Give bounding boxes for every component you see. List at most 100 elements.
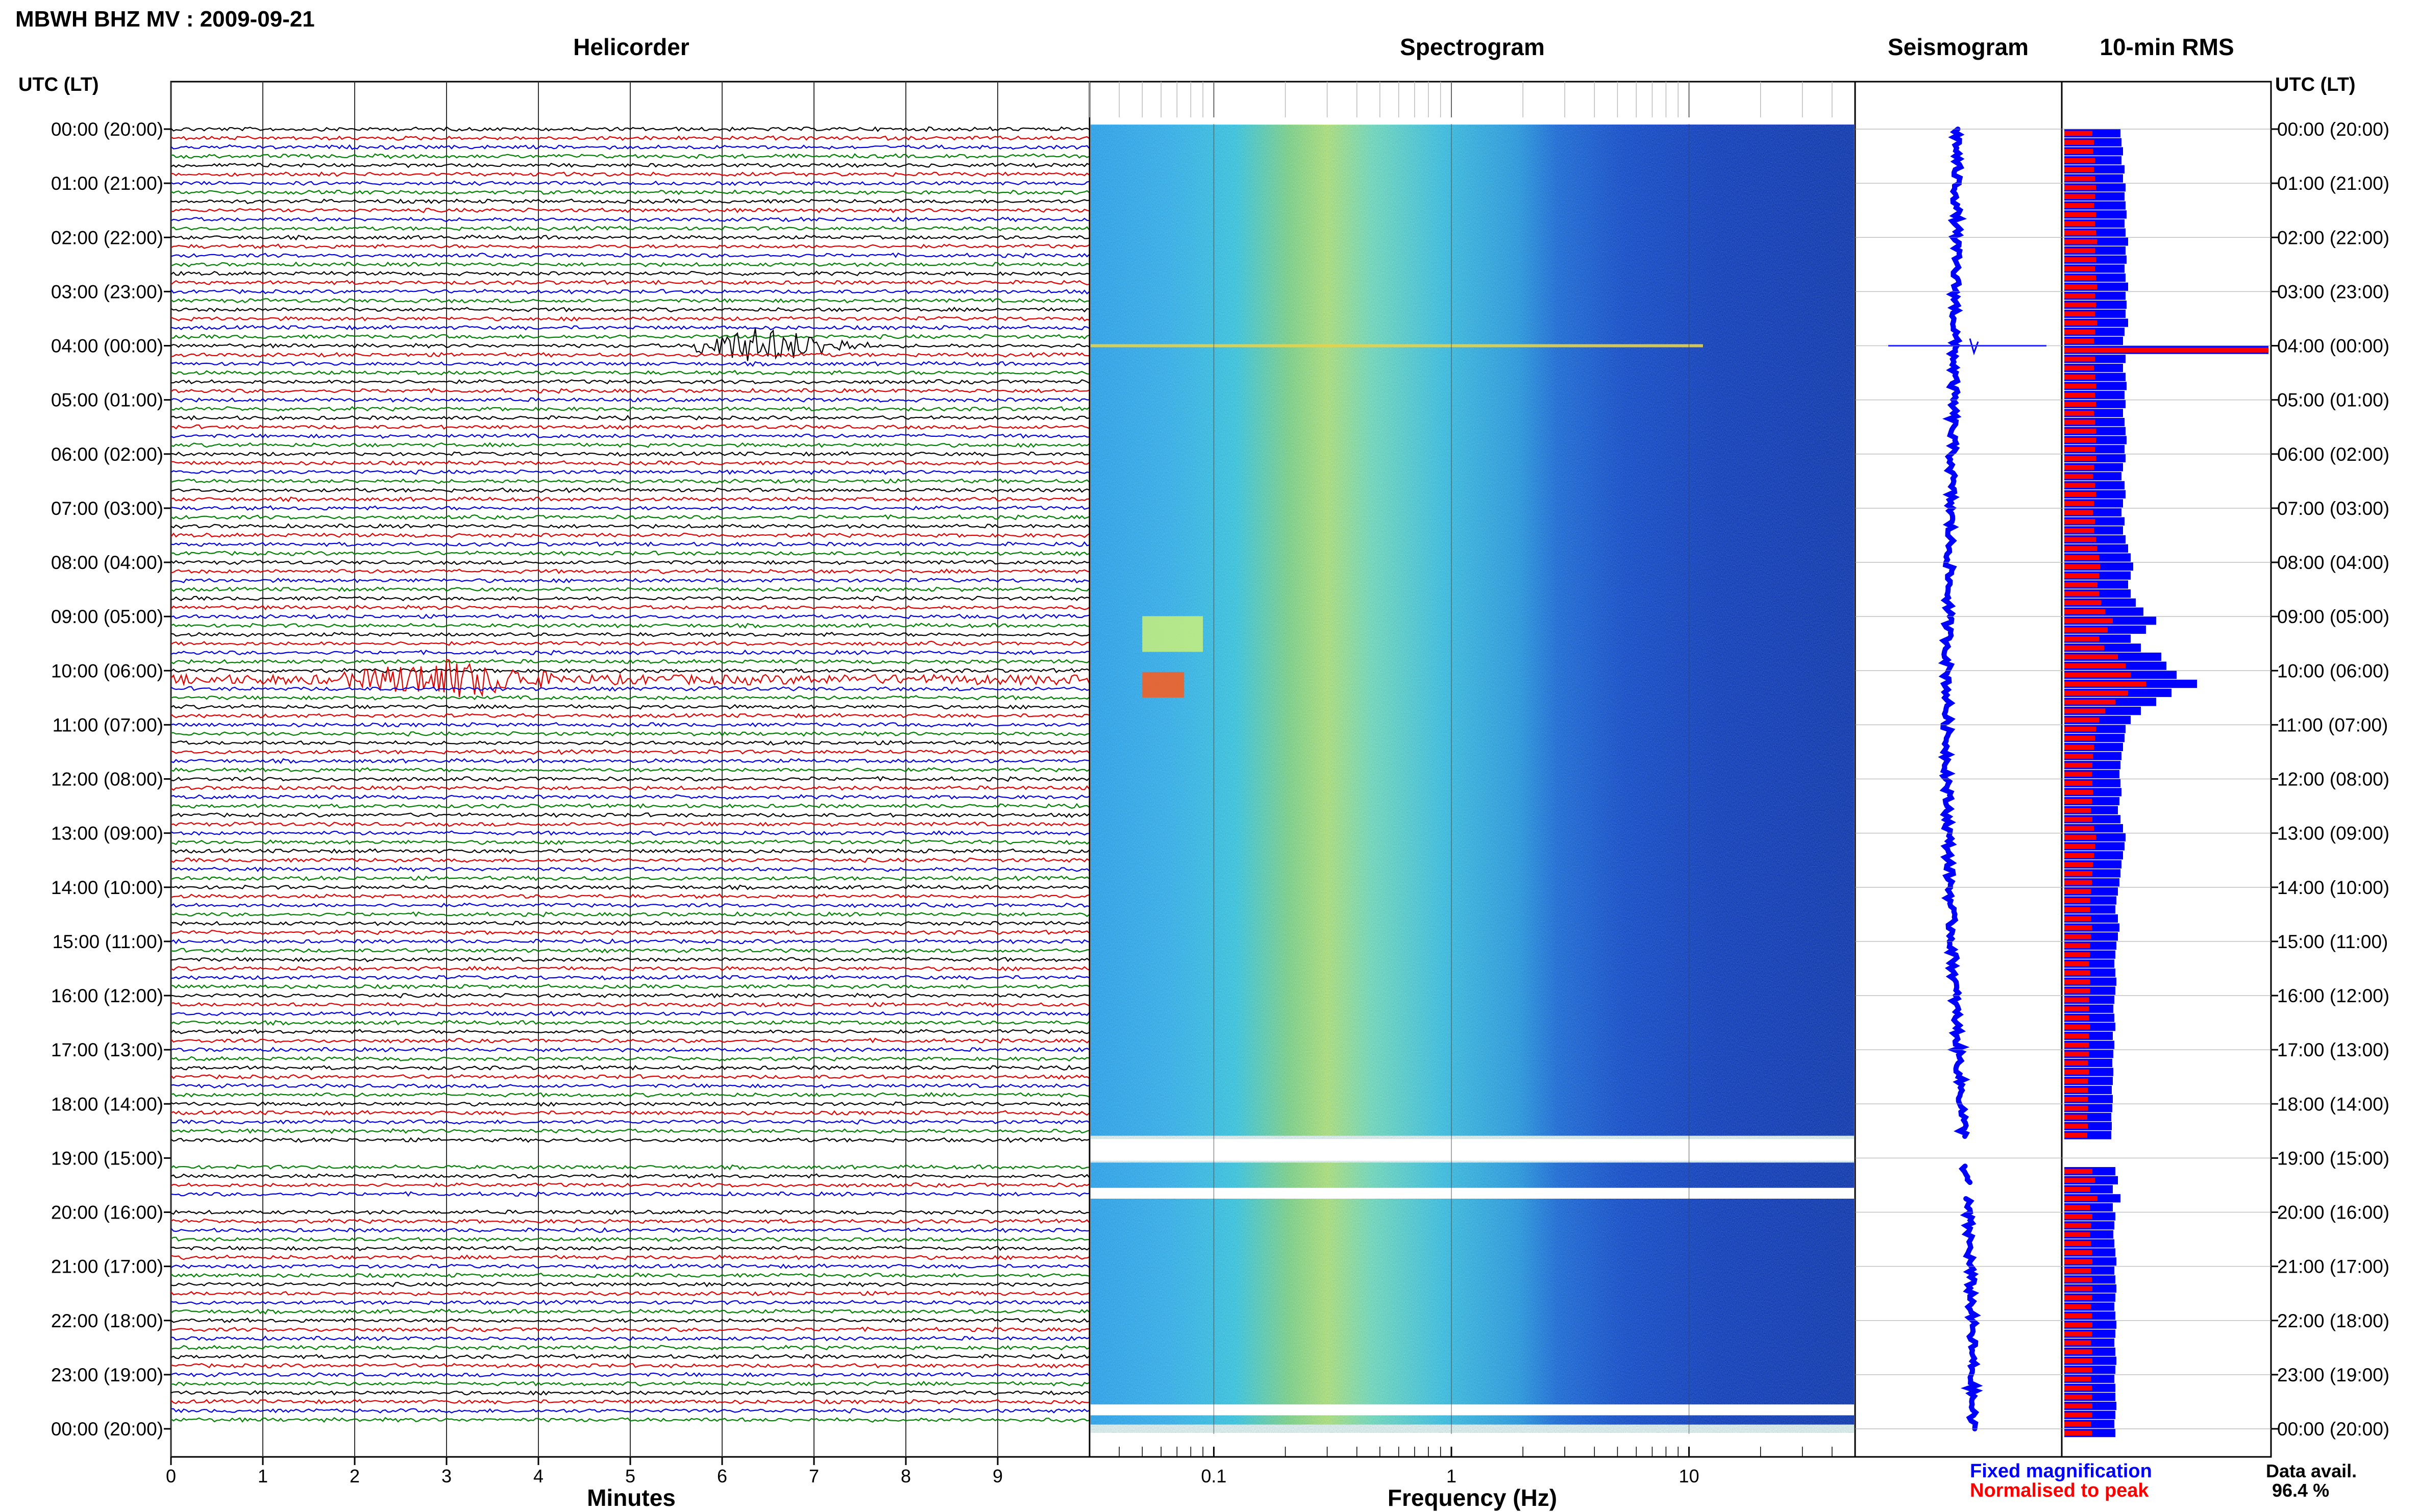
helicorder-trace — [170, 1092, 1090, 1098]
rms-bar-normalised — [2064, 1124, 2088, 1129]
helicorder-trace — [170, 270, 1090, 277]
helicorder-trace — [170, 667, 1090, 674]
helicorder-trace — [170, 893, 1090, 899]
rms-bar-normalised — [2064, 1033, 2089, 1039]
rms-bar-normalised — [2064, 1349, 2092, 1355]
helicorder-trace — [170, 415, 1090, 421]
rms-bar-normalised — [2064, 239, 2097, 244]
rms-bar-normalised — [2064, 302, 2096, 308]
hour-label-left: 23:00 (19:00) — [51, 1365, 163, 1385]
helicorder-trace — [170, 1272, 1090, 1278]
rms-bar-normalised — [2064, 997, 2089, 1003]
rms-bar-normalised — [2064, 907, 2090, 912]
rms-bar-normalised — [2064, 690, 2128, 696]
rms-bar-normalised — [2064, 293, 2095, 299]
hour-label-right: 14:00 (10:00) — [2277, 877, 2389, 898]
rms-bar-normalised — [2064, 501, 2094, 506]
helicorder-trace — [170, 496, 1090, 503]
hour-label-left: 10:00 (06:00) — [51, 660, 163, 681]
rms-bar-normalised — [2064, 1078, 2088, 1084]
hour-label-right: 03:00 (23:00) — [2277, 281, 2389, 302]
rms-bar-normalised — [2064, 537, 2096, 542]
rms-bar-normalised — [2064, 338, 2094, 344]
spectrogram-gap — [1091, 1139, 1854, 1161]
helicorder-trace — [170, 1345, 1090, 1351]
rms-bar-normalised — [2064, 437, 2096, 443]
helicorder-trace — [170, 758, 1090, 764]
rms-bar-normalised — [2064, 988, 2090, 994]
helicorder-trace — [170, 695, 1090, 701]
rms-bar-normalised — [2064, 654, 2118, 660]
helicorder-trace — [170, 812, 1090, 819]
hour-label-left: 01:00 (21:00) — [51, 173, 163, 194]
helicorder-trace — [170, 328, 1090, 361]
rms-bar-normalised — [2064, 898, 2090, 903]
rms-bar-normalised — [2064, 699, 2115, 705]
rms-bar-normalised — [2064, 492, 2096, 497]
rms-bar-normalised — [2064, 1223, 2091, 1228]
rms-bar-normalised — [2064, 456, 2096, 461]
helicorder-trace — [170, 280, 1090, 286]
hour-label-right: 09:00 (05:00) — [2277, 606, 2389, 627]
rms-bar-normalised — [2064, 826, 2094, 831]
rms-bar-normalised — [2064, 979, 2090, 984]
helicorder-trace — [170, 1020, 1090, 1026]
rms-bar-normalised — [2064, 1205, 2090, 1210]
rms-bar-normalised — [2064, 555, 2099, 560]
rms-bar-normalised — [2064, 483, 2095, 488]
helicorder-trace — [170, 776, 1090, 782]
helicorder-title: Helicorder — [573, 34, 689, 60]
helicorder-trace — [170, 1119, 1090, 1125]
hour-label-right: 15:00 (11:00) — [2277, 931, 2388, 952]
rms-bar-normalised — [2064, 266, 2095, 271]
rms-bar-normalised — [2064, 600, 2101, 606]
hour-label-right: 10:00 (06:00) — [2277, 660, 2389, 681]
hour-label-right: 07:00 (03:00) — [2277, 498, 2389, 519]
rms-bar-normalised — [2064, 1006, 2089, 1011]
helicorder-trace — [170, 821, 1090, 827]
helicorder-trace — [170, 306, 1090, 313]
rms-bar-normalised — [2064, 708, 2105, 714]
spectrogram-x-tick-label: 10 — [1679, 1466, 1699, 1486]
helicorder-trace — [170, 938, 1090, 945]
helicorder-trace — [170, 1047, 1090, 1053]
rms-bar-normalised — [2064, 356, 2095, 362]
helicorder-trace — [170, 478, 1090, 484]
helicorder-trace — [170, 361, 1090, 367]
helicorder-trace — [170, 884, 1090, 890]
helicorder-trace — [170, 1408, 1090, 1414]
spectrogram-event-hotspot — [1142, 672, 1184, 698]
rms-bar-normalised — [2064, 1277, 2092, 1282]
rms-bar-normalised — [2064, 248, 2095, 254]
helicorder-trace — [170, 469, 1090, 475]
rms-bar-normalised — [2064, 862, 2093, 867]
helicorder-trace — [170, 135, 1090, 141]
hour-label-right: 23:00 (19:00) — [2277, 1365, 2389, 1385]
rms-bar-normalised — [2064, 464, 2094, 470]
helicorder-x-tick-label: 9 — [993, 1466, 1003, 1486]
helicorder-trace — [170, 1101, 1090, 1107]
rms-bar-normalised — [2064, 781, 2092, 786]
helicorder-trace — [170, 387, 1090, 394]
rms-bar-normalised — [2064, 1286, 2092, 1292]
helicorder-trace — [170, 1380, 1090, 1387]
helicorder-trace — [170, 983, 1090, 989]
helicorder-x-tick-label: 5 — [625, 1466, 635, 1486]
rms-bar-normalised — [2064, 1304, 2091, 1309]
helicorder-trace — [170, 1074, 1090, 1080]
rms-bar-normalised — [2064, 447, 2095, 452]
rms-bar-normalised — [2064, 1178, 2095, 1183]
helicorder-trace — [170, 1236, 1090, 1243]
rms-bar-normalised — [2064, 1232, 2090, 1237]
helicorder-trace — [170, 604, 1090, 611]
hour-label-right: 08:00 (04:00) — [2277, 552, 2389, 573]
rms-bar-normalised — [2064, 392, 2095, 398]
helicorder-trace — [170, 613, 1090, 620]
helicorder-trace — [170, 451, 1090, 457]
helicorder-trace — [170, 713, 1090, 719]
helicorder-trace — [170, 921, 1090, 926]
helicorder-trace — [170, 325, 1090, 331]
helicorder-trace — [170, 1164, 1090, 1171]
helicorder-trace — [170, 1227, 1090, 1233]
plot-title: MBWH BHZ MV : 2009-09-21 — [15, 7, 315, 32]
